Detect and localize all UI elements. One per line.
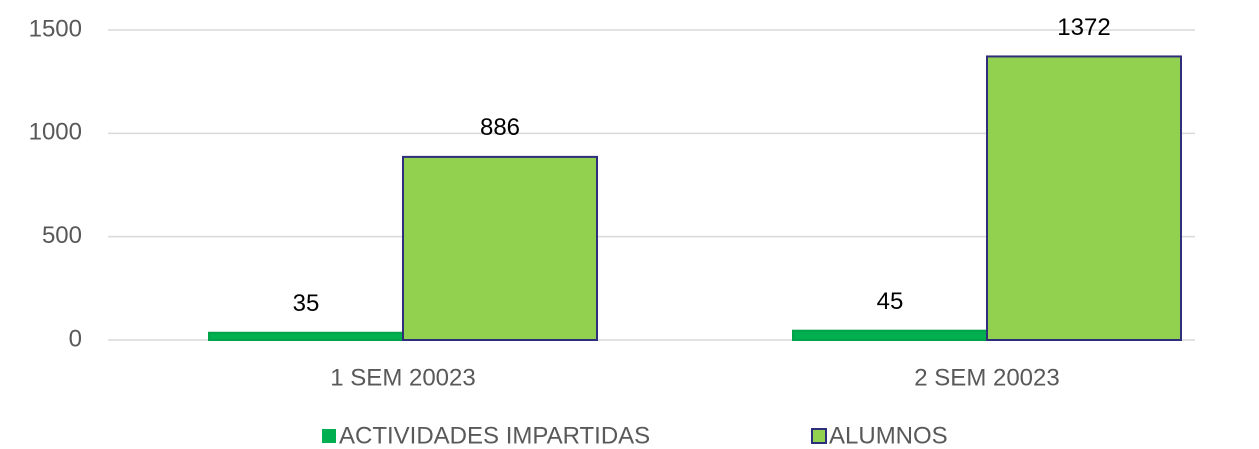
- legend-swatch: [811, 428, 827, 444]
- data-label: 35: [293, 290, 320, 317]
- legend-swatch: [322, 429, 336, 443]
- data-label: 886: [480, 114, 520, 141]
- bar: [986, 55, 1182, 341]
- legend-label: ACTIVIDADES IMPARTIDAS: [339, 422, 650, 449]
- bar: [208, 331, 404, 341]
- bar: [402, 155, 598, 341]
- y-tick-label: 0: [69, 325, 82, 352]
- data-label: 45: [877, 288, 904, 315]
- data-label: 1372: [1057, 14, 1110, 41]
- y-tick-label: 500: [42, 222, 82, 249]
- legend-label: ALUMNOS: [829, 422, 948, 449]
- bar: [792, 329, 988, 342]
- x-tick-label: 1 SEM 20023: [330, 364, 475, 391]
- x-tick-label: 2 SEM 20023: [914, 364, 1059, 391]
- y-tick-label: 1000: [29, 119, 82, 146]
- y-tick-label: 1500: [29, 15, 82, 42]
